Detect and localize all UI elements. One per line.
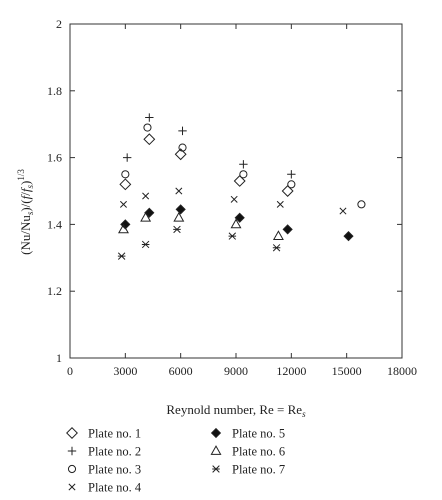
data-point-plate-1 — [233, 175, 246, 187]
data-point-plate-7 — [173, 225, 181, 234]
legend-item-plate-1: Plate no. 1 — [66, 427, 141, 441]
data-point-plate-2 — [178, 126, 187, 136]
data-point-plate-6 — [140, 211, 152, 222]
data-point-plate-6 — [272, 230, 284, 240]
x-axis-label: Reynold number, Re = Res — [166, 402, 306, 419]
x-tick-label: 3000 — [113, 364, 137, 378]
axes — [69, 23, 403, 359]
legend-item-plate-6: Plate no. 6 — [210, 445, 285, 459]
data-point-plate-6 — [118, 223, 129, 234]
series-plate-7 — [117, 225, 281, 260]
y-axis-label-sub-1: s — [25, 211, 35, 215]
data-point-plate-3 — [143, 123, 152, 132]
data-point-plate-3 — [121, 170, 130, 179]
plot-frame — [69, 23, 403, 359]
data-point-plate-5 — [144, 207, 155, 218]
x-axis-label-main: Reynold number, Re = Re — [166, 402, 302, 417]
legend-marker-diamond-open — [66, 427, 78, 439]
legend-label: Plate no. 6 — [232, 445, 285, 459]
data-point-plate-7 — [141, 240, 150, 249]
data-point-plate-4 — [119, 200, 127, 208]
series-plate-4 — [119, 187, 347, 215]
legend-item-plate-4: Plate no. 4 — [68, 481, 142, 495]
x-axis-label-subscript: s — [302, 409, 306, 419]
legend-marker-triangle-open — [210, 445, 222, 455]
y-axis-label: (Nu/Nus)/(f/fs)1/3 — [16, 169, 35, 255]
y-tick-label: 2 — [56, 17, 62, 31]
x-tick-label: 6000 — [169, 364, 193, 378]
y-axis-label-slash: / — [18, 192, 33, 196]
data-point-plate-4 — [339, 207, 347, 215]
x-tick-label: 0 — [67, 364, 73, 378]
legend-marker-diamond-filled — [210, 427, 222, 439]
y-tick-label: 1 — [56, 351, 62, 365]
data-markers — [117, 113, 366, 260]
data-point-plate-7 — [228, 232, 237, 240]
x-tick-label: 18000 — [387, 364, 417, 378]
data-point-plate-2 — [287, 170, 296, 179]
data-point-plate-1 — [119, 178, 132, 191]
y-tick-label: 1.4 — [47, 217, 62, 231]
data-point-plate-6 — [173, 211, 185, 222]
data-point-plate-4 — [276, 200, 284, 208]
data-point-plate-4 — [142, 192, 150, 200]
legend-marker-plus — [67, 446, 77, 456]
legend-label: Plate no. 7 — [232, 463, 285, 477]
data-point-plate-7 — [117, 252, 126, 260]
y-axis-label-open: (Nu/Nu — [18, 215, 33, 255]
data-point-plate-2 — [239, 160, 248, 169]
legend-label: Plate no. 1 — [88, 427, 141, 441]
data-point-plate-5 — [282, 224, 293, 235]
series-plate-1 — [119, 133, 294, 197]
series-plate-2 — [122, 113, 296, 179]
y-axis-label-f2: f — [18, 186, 33, 192]
data-point-plate-2 — [122, 153, 132, 162]
y-axis-label-sub-2: s — [25, 184, 35, 188]
data-point-plate-3 — [287, 180, 296, 189]
legend: Plate no. 1 Plate no. 2 Plate no. 3 Plate n… — [66, 427, 285, 495]
data-point-plate-6 — [230, 218, 242, 229]
y-tick-label: 1.8 — [47, 84, 62, 98]
data-point-plate-5 — [234, 212, 245, 223]
data-point-plate-3 — [178, 143, 187, 152]
data-point-plate-4 — [175, 187, 183, 195]
legend-item-plate-2: Plate no. 2 — [67, 445, 141, 459]
legend-item-plate-5: Plate no. 5 — [210, 427, 285, 441]
legend-marker-circle-open — [67, 464, 77, 474]
x-tick-label: 9000 — [224, 364, 248, 378]
legend-marker-x — [68, 483, 76, 491]
legend-label: Plate no. 4 — [88, 481, 142, 495]
legend-label: Plate no. 5 — [232, 427, 285, 441]
y-axis-label-mid: )/( — [18, 199, 33, 211]
data-point-plate-1 — [143, 133, 156, 146]
series-plate-6 — [118, 211, 284, 240]
data-point-plate-4 — [230, 195, 238, 203]
legend-item-plate-7: Plate no. 7 — [212, 463, 285, 477]
y-axis-label-f1: f — [18, 193, 33, 199]
data-point-plate-2 — [145, 113, 154, 122]
y-axis-ticks: 1 1.2 1.4 1.6 1.8 2 — [47, 17, 402, 365]
y-tick-label: 1.6 — [47, 151, 62, 165]
y-tick-label: 1.2 — [47, 284, 62, 298]
series-plate-5 — [120, 204, 354, 242]
series-plate-3 — [121, 123, 366, 209]
legend-label: Plate no. 2 — [88, 445, 141, 459]
data-point-plate-5 — [175, 204, 186, 215]
legend-marker-asterisk — [212, 465, 220, 473]
data-point-plate-3 — [239, 170, 248, 179]
data-point-plate-5 — [343, 230, 354, 242]
data-point-plate-3 — [357, 200, 366, 209]
y-axis-label-exponent: 1/3 — [16, 169, 26, 181]
x-axis-ticks: 0 3000 6000 9000 12000 15000 18000 — [67, 24, 417, 378]
legend-label: Plate no. 3 — [88, 463, 141, 477]
x-tick-label: 12000 — [276, 364, 306, 378]
legend-item-plate-3: Plate no. 3 — [67, 463, 141, 477]
data-point-plate-1 — [174, 148, 187, 161]
y-axis-label-close: ) — [18, 181, 33, 185]
data-point-plate-7 — [272, 244, 281, 252]
x-tick-label: 15000 — [332, 364, 362, 378]
data-point-plate-1 — [281, 185, 294, 197]
